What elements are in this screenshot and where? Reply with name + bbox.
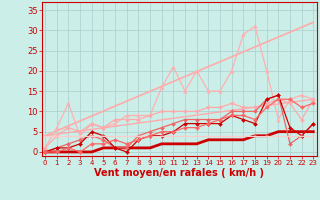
X-axis label: Vent moyen/en rafales ( km/h ): Vent moyen/en rafales ( km/h )	[94, 168, 264, 178]
